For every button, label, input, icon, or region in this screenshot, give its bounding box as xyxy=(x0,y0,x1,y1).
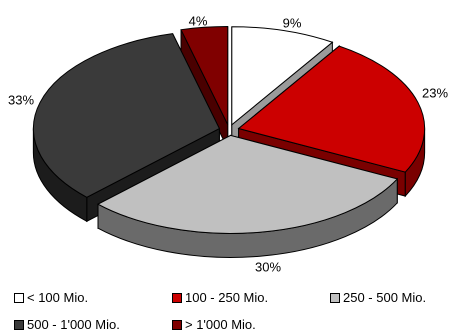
slice-label-4: 4% xyxy=(188,13,208,29)
legend-label-2: 250 - 500 Mio. xyxy=(343,290,427,305)
legend-swatch-2 xyxy=(330,292,340,303)
pie-slice-2 xyxy=(96,134,399,234)
slice-label-1: 23% xyxy=(421,85,449,101)
legend-swatch-4 xyxy=(172,319,182,330)
legend-swatch-0 xyxy=(14,292,24,303)
legend-label-4: > 1'000 Mio. xyxy=(185,317,256,332)
slice-label-3: 33% xyxy=(7,92,35,108)
pie-slice-0 xyxy=(231,26,334,126)
legend-label-1: 100 - 250 Mio. xyxy=(185,290,269,305)
slice-label-2: 30% xyxy=(254,259,282,275)
legend-label-0: < 100 Mio. xyxy=(27,290,89,305)
pie-slice-1 xyxy=(237,45,426,173)
pie-slice-3 xyxy=(32,33,221,198)
slice-label-0: 9% xyxy=(282,15,302,31)
legend-item-2: 250 - 500 Mio. xyxy=(330,290,426,305)
legend-item-3: 500 - 1'000 Mio. xyxy=(14,317,120,332)
pie-chart xyxy=(32,26,426,258)
legend-item-1: 100 - 250 Mio. xyxy=(172,290,268,305)
legend: < 100 Mio. 100 - 250 Mio. 250 - 500 Mio.… xyxy=(0,282,453,334)
legend-item-0: < 100 Mio. xyxy=(14,290,88,305)
legend-swatch-1 xyxy=(172,292,182,303)
legend-label-3: 500 - 1'000 Mio. xyxy=(27,317,120,332)
pie-slice-4 xyxy=(180,26,229,125)
legend-item-4: > 1'000 Mio. xyxy=(172,317,256,332)
legend-swatch-3 xyxy=(14,319,24,330)
